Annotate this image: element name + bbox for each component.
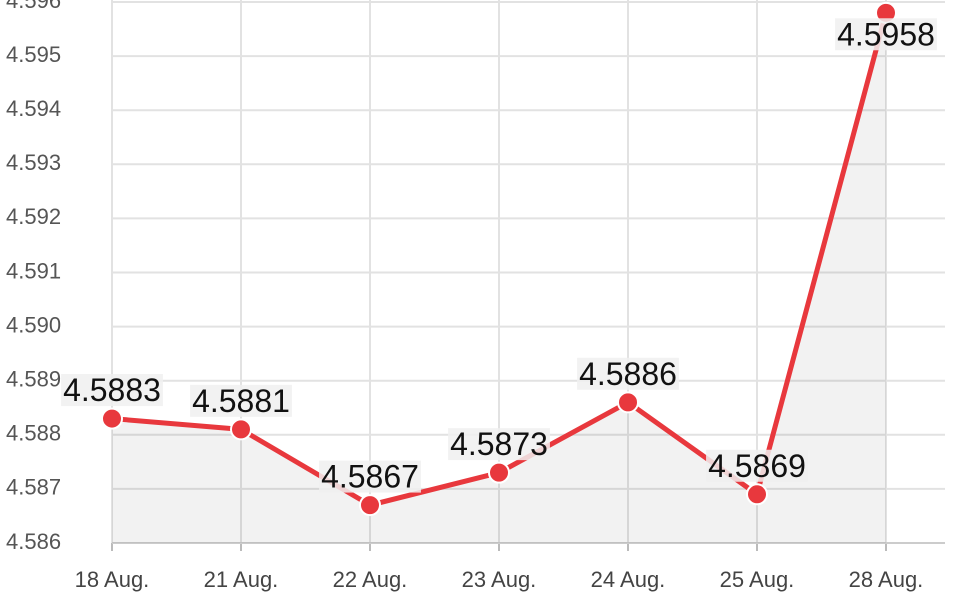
y-tick-label: 4.590 [6, 312, 61, 337]
y-tick-label: 4.596 [6, 0, 61, 13]
data-label: 4.5873 [450, 426, 548, 462]
data-label-group: 4.5867 [319, 459, 421, 495]
data-label: 4.5886 [579, 356, 677, 392]
x-tick-label: 28 Aug. [849, 567, 924, 592]
point [488, 461, 510, 484]
y-tick-label: 4.589 [6, 367, 61, 392]
data-label-group: 4.5881 [190, 383, 292, 419]
data-label-group: 4.5869 [706, 448, 808, 484]
area [112, 12, 886, 543]
data-label: 4.5883 [63, 372, 161, 408]
point [101, 407, 123, 430]
x-tick-label: 18 Aug. [75, 567, 150, 592]
y-tick-label: 4.588 [6, 421, 61, 446]
x-tick-label: 24 Aug. [591, 567, 666, 592]
point [359, 494, 381, 517]
x-tick-label: 23 Aug. [462, 567, 537, 592]
data-label-bg [319, 460, 421, 493]
data-label-bg [61, 374, 163, 407]
data-label-bg [835, 18, 937, 51]
data-label-bg [190, 384, 292, 417]
data-label-bg [706, 449, 808, 482]
x-tick-label: 22 Aug. [333, 567, 408, 592]
x-tick-label: 21 Aug. [204, 567, 279, 592]
data-label: 4.5881 [192, 383, 290, 419]
point [746, 483, 768, 506]
point [617, 391, 639, 414]
y-tick-label: 4.594 [6, 96, 61, 121]
data-label-bg [448, 428, 550, 461]
data-label: 4.5867 [321, 459, 419, 495]
y-tick-label: 4.592 [6, 204, 61, 229]
data-label-group: 4.5883 [61, 372, 163, 408]
data-label: 4.5869 [708, 448, 806, 484]
point [230, 418, 252, 441]
y-tick-label: 4.587 [6, 475, 61, 500]
y-tick-label: 4.595 [6, 42, 61, 67]
data-label-bg [577, 357, 679, 390]
data-label-group: 4.5958 [835, 16, 937, 52]
y-tick-label: 4.593 [6, 150, 61, 175]
data-label-group: 4.5886 [577, 356, 679, 392]
data-label: 4.5958 [837, 16, 935, 52]
x-tick-label: 25 Aug. [720, 567, 795, 592]
data-label-group: 4.5873 [448, 426, 550, 462]
y-tick-label: 4.586 [6, 529, 61, 554]
y-tick-label: 4.591 [6, 258, 61, 283]
